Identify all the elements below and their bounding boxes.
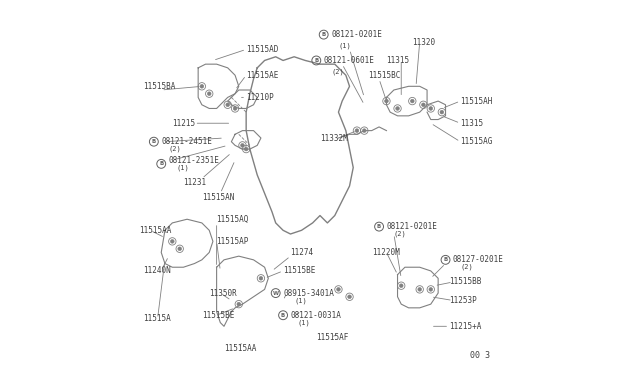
Text: 08121-0201E: 08121-0201E (387, 222, 437, 231)
Circle shape (348, 295, 351, 299)
Circle shape (237, 302, 241, 306)
Text: 00 3: 00 3 (470, 350, 490, 359)
Text: B: B (444, 257, 447, 262)
Text: 08121-2451E: 08121-2451E (161, 137, 212, 146)
Text: 11515BB: 11515BB (449, 278, 482, 286)
Text: 11515AN: 11515AN (202, 193, 234, 202)
Text: 11332M: 11332M (320, 134, 348, 142)
Circle shape (440, 110, 444, 114)
Text: 11215: 11215 (172, 119, 195, 128)
Text: 11515BC: 11515BC (368, 71, 401, 80)
Text: 11515AE: 11515AE (246, 71, 278, 80)
Text: 08121-0031A: 08121-0031A (291, 311, 341, 320)
Circle shape (429, 288, 433, 291)
Text: 11215+A: 11215+A (449, 322, 482, 331)
Text: B: B (321, 32, 326, 37)
Circle shape (410, 99, 414, 103)
Circle shape (226, 103, 230, 107)
Text: 11515AP: 11515AP (216, 237, 249, 246)
Text: B: B (152, 139, 156, 144)
Circle shape (362, 129, 366, 132)
Text: 11220M: 11220M (372, 248, 399, 257)
Text: 11515AF: 11515AF (316, 333, 349, 342)
Text: 11515AA: 11515AA (224, 344, 257, 353)
Text: 08121-0601E: 08121-0601E (324, 56, 374, 65)
Text: 11515BE: 11515BE (202, 311, 234, 320)
Circle shape (178, 247, 182, 251)
Text: 11515BA: 11515BA (143, 82, 175, 91)
Text: 11253P: 11253P (449, 296, 477, 305)
Text: 08127-0201E: 08127-0201E (453, 255, 504, 264)
Text: B: B (159, 161, 163, 166)
Text: B: B (314, 58, 319, 63)
Text: 08121-0201E: 08121-0201E (331, 30, 382, 39)
Circle shape (170, 240, 174, 243)
Text: 11515A: 11515A (143, 314, 170, 323)
Text: 08121-2351E: 08121-2351E (168, 155, 220, 165)
Text: 11515AG: 11515AG (460, 137, 493, 146)
Text: (1): (1) (176, 164, 189, 171)
Text: B: B (281, 313, 285, 318)
Circle shape (355, 129, 359, 132)
Text: 11515AA: 11515AA (139, 226, 172, 235)
Text: 11515BE: 11515BE (283, 266, 316, 275)
Circle shape (244, 147, 248, 151)
Circle shape (399, 284, 403, 288)
Text: 08915-3401A: 08915-3401A (283, 289, 334, 298)
Text: 11240N: 11240N (143, 266, 170, 275)
Text: W: W (273, 291, 279, 296)
Text: (2): (2) (394, 231, 406, 237)
Text: 11274: 11274 (291, 248, 314, 257)
Circle shape (233, 107, 237, 110)
Circle shape (259, 276, 263, 280)
Text: (1): (1) (298, 320, 310, 326)
Text: 11515AQ: 11515AQ (216, 215, 249, 224)
Text: 11320: 11320 (412, 38, 435, 46)
Text: 11210P: 11210P (246, 93, 274, 102)
Text: B: B (377, 224, 381, 229)
Text: 11315: 11315 (460, 119, 483, 128)
Text: (2): (2) (168, 146, 181, 152)
Circle shape (422, 103, 425, 107)
Circle shape (396, 107, 399, 110)
Circle shape (337, 288, 340, 291)
Circle shape (200, 84, 204, 88)
Text: 11350R: 11350R (209, 289, 237, 298)
Text: (2): (2) (460, 264, 473, 270)
Circle shape (418, 288, 422, 291)
Text: 11515AD: 11515AD (246, 45, 278, 54)
Text: 11231: 11231 (184, 178, 207, 187)
Circle shape (429, 107, 433, 110)
Circle shape (207, 92, 211, 96)
Circle shape (385, 99, 388, 103)
Circle shape (241, 144, 244, 147)
Text: 11515AH: 11515AH (460, 97, 493, 106)
Text: (1): (1) (294, 297, 307, 304)
Text: 11315: 11315 (387, 56, 410, 65)
Text: (1): (1) (339, 42, 351, 49)
Text: (2): (2) (331, 68, 344, 75)
